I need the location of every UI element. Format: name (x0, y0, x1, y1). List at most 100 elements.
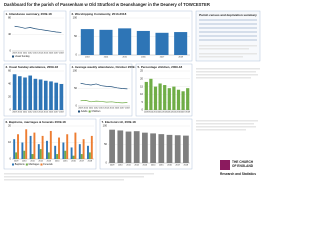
y-tick-label: 0 (76, 53, 78, 57)
bar (21, 142, 24, 159)
bar (33, 132, 36, 159)
legend-swatch (40, 163, 43, 166)
x-tick-label: 2018 (125, 108, 130, 110)
x-tick-label: 2017 (181, 112, 186, 114)
bar (13, 139, 16, 159)
x-tick-label: 2016 (167, 165, 172, 167)
bar (153, 86, 158, 110)
y-tick-label: 20 (8, 95, 11, 99)
bar (174, 135, 181, 163)
y-tick-label: 0 (10, 108, 12, 112)
x-tick-label: 2017 (79, 161, 84, 163)
bar (15, 152, 18, 159)
logo-mark (220, 160, 230, 170)
bar (31, 154, 34, 159)
y-tick-label: 100 (103, 124, 108, 128)
x-tick-label: 2015 (44, 53, 49, 55)
bar (117, 130, 124, 163)
x-tick-label: 2012 (28, 112, 33, 114)
x-tick-label: 2013 (33, 53, 38, 55)
bar (64, 150, 67, 159)
bar (41, 135, 44, 159)
x-tick-label: 2014 (104, 57, 109, 59)
x-tick-label: 2011 (153, 112, 158, 114)
bar (70, 147, 73, 159)
bar (150, 133, 156, 163)
x-tick-label: 2009 (12, 112, 17, 114)
bar (88, 152, 91, 159)
bar (28, 75, 33, 110)
bar (78, 144, 81, 159)
y-tick-label: 15 (140, 84, 143, 88)
bar (66, 134, 69, 159)
chart-title: 5. Percentage children, 2009-18 (138, 65, 183, 69)
x-tick-label: 2011 (30, 161, 35, 163)
bar (125, 131, 132, 163)
x-tick-label: 2012 (28, 53, 33, 55)
bar (72, 155, 75, 159)
bar (33, 78, 38, 110)
chart-title: 2. Worshipping Community, 2013-2018 (72, 12, 127, 16)
x-tick-label: 2009 (14, 161, 19, 163)
legend-swatch (12, 163, 14, 166)
bar (136, 30, 150, 55)
bar (47, 152, 50, 159)
x-tick-label: 2009 (144, 112, 149, 114)
bar (167, 88, 171, 110)
x-tick-label: 2009 (12, 53, 17, 55)
x-tick-label: 2018 (59, 112, 64, 114)
chart-title: 4. Average weekly attendance, October 20… (72, 65, 140, 69)
legend-label: Adults (81, 110, 88, 113)
bar (186, 88, 190, 110)
y-tick-label: 60 (8, 69, 11, 73)
x-tick-label: 2012 (158, 112, 163, 114)
y-tick-label: 100 (73, 16, 78, 20)
census-title: Parish census and deprivation summary (199, 13, 257, 17)
y-tick-label: 50 (104, 142, 107, 146)
x-tick-label: 2018 (88, 161, 93, 163)
x-tick-label: 2011 (126, 165, 131, 167)
bar (90, 135, 93, 159)
x-tick-label: 2015 (122, 57, 127, 59)
bar (181, 91, 185, 110)
x-tick-label: 2014 (38, 112, 43, 114)
bar (37, 144, 40, 159)
x-tick-label: 2013 (85, 57, 90, 59)
bar (49, 130, 52, 159)
bar (87, 145, 89, 159)
logo: THE CHURCH OF ENGLAND Research and Stati… (220, 160, 256, 176)
y-tick-label: 20 (8, 124, 11, 128)
x-tick-label: 2017 (54, 112, 59, 114)
x-tick-label: 2012 (94, 108, 99, 110)
line-series (80, 82, 128, 90)
bar (54, 82, 59, 110)
x-tick-label: 2013 (99, 108, 104, 110)
bar (183, 135, 189, 163)
bar (56, 154, 59, 159)
bar (38, 79, 43, 110)
y-tick-label: 40 (8, 82, 11, 86)
y-tick-label: 0 (142, 108, 144, 112)
bar (149, 78, 153, 110)
chart-title: 7. Electoral roll, 2009-18 (102, 120, 137, 124)
notes-panel (4, 68, 260, 181)
chart-title: 1. Attendance summary, 2009-18 (6, 12, 53, 16)
x-tick-label: 2010 (18, 53, 23, 55)
x-tick-label: 2013 (143, 165, 148, 167)
bar (176, 89, 181, 110)
y-tick-label: 80 (8, 16, 11, 20)
x-tick-label: 2009 (110, 165, 115, 167)
y-tick-label: 0 (76, 104, 78, 108)
y-tick-label: 100 (73, 69, 78, 73)
bar (43, 80, 48, 110)
bar (49, 81, 53, 110)
bar (133, 131, 140, 163)
x-tick-label: 2012 (38, 161, 43, 163)
x-tick-label: 2015 (44, 112, 49, 114)
x-tick-label: 2016 (115, 108, 120, 110)
line-series (14, 25, 62, 33)
bar (80, 154, 83, 159)
x-tick-label: 2018 (185, 112, 190, 114)
x-tick-label: 2011 (23, 112, 28, 114)
x-tick-label: 2011 (89, 108, 94, 110)
